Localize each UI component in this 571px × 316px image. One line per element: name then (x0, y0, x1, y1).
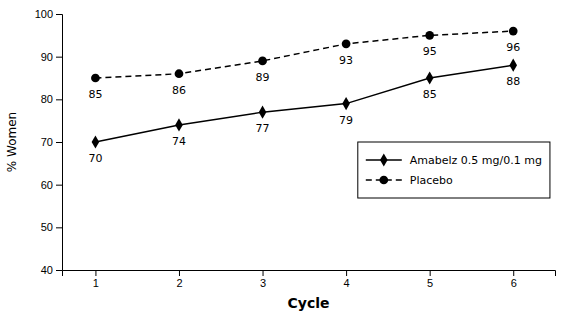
legend-label: Amabelz 0.5 mg/0.1 mg (410, 154, 542, 167)
y-tick-label: 40 (41, 264, 53, 276)
point (425, 31, 434, 40)
x-axis-title: Cycle (288, 295, 330, 311)
point (342, 39, 351, 48)
y-tick-label: 80 (41, 93, 53, 105)
legend: Amabelz 0.5 mg/0.1 mg Placebo (358, 142, 550, 198)
y-tick-mark (56, 14, 62, 15)
y-tick-mark (56, 185, 62, 186)
data-label: 88 (506, 75, 520, 88)
y-tick-mark (56, 270, 62, 271)
data-label: 70 (88, 152, 102, 165)
point (259, 106, 267, 119)
legend-swatch-marker (380, 153, 388, 166)
marks (91, 27, 518, 149)
y-tick: 70 (41, 136, 62, 148)
point (91, 74, 100, 83)
y-tick-mark (56, 227, 62, 228)
y-tick: 100 (35, 8, 62, 20)
x-tick-label: 5 (427, 277, 433, 289)
y-tick-mark (56, 142, 62, 143)
data-label: 86 (172, 84, 186, 97)
y-axis-line (56, 15, 63, 271)
chart: 1 2 3 4 5 6 40 50 60 70 80 90 100 70 74 77 79 85 88 85 86 89 9… (0, 0, 571, 316)
x-tick-mark (346, 270, 347, 276)
data-label: 93 (339, 54, 353, 67)
y-tick-mark (56, 99, 62, 100)
legend-box (358, 142, 550, 198)
x-axis: 1 2 3 4 5 6 (63, 270, 556, 289)
x-tick-label: 2 (176, 277, 182, 289)
x-tick: 4 (344, 270, 350, 289)
data-label: 95 (423, 45, 437, 58)
x-tick-mark (95, 270, 96, 276)
series-line (95, 31, 513, 78)
y-axis-title: % Women (5, 112, 19, 172)
x-tick-mark (513, 270, 514, 276)
y-tick: 60 (41, 179, 62, 191)
x-tick-label: 3 (260, 277, 266, 289)
data-label: 85 (88, 88, 102, 101)
y-tick: 90 (41, 51, 62, 63)
x-tick-mark (179, 270, 180, 276)
point (509, 59, 517, 72)
point (175, 69, 184, 78)
point (509, 27, 518, 36)
x-tick-mark (430, 270, 431, 276)
y-tick-label: 70 (41, 136, 53, 148)
y-tick-mark (56, 57, 62, 58)
y-tick: 50 (41, 221, 62, 233)
legend-item: Amabelz 0.5 mg/0.1 mg (366, 153, 542, 166)
data-label: 79 (339, 114, 353, 127)
y-axis: 40 50 60 70 80 90 100 (35, 8, 63, 276)
legend-swatch-marker (379, 176, 388, 185)
y-tick-label: 100 (35, 8, 53, 20)
x-tick-label: 1 (93, 277, 99, 289)
x-tick: 6 (511, 270, 517, 289)
x-tick: 2 (176, 270, 182, 289)
y-tick-label: 50 (41, 221, 53, 233)
x-tick: 1 (93, 270, 99, 289)
legend-item: Placebo (366, 174, 453, 187)
point (92, 135, 100, 148)
data-label: 89 (256, 71, 270, 84)
legend-label: Placebo (410, 174, 453, 187)
x-tick: 3 (260, 270, 266, 289)
series-line (95, 65, 513, 142)
plot-area: 1 2 3 4 5 6 40 50 60 70 80 90 100 70 74 77 79 85 88 85 86 89 9… (35, 8, 556, 289)
x-tick-label: 6 (511, 277, 517, 289)
y-tick-label: 90 (41, 51, 53, 63)
y-tick: 40 (41, 264, 62, 276)
point (175, 118, 183, 131)
point (258, 57, 267, 66)
x-tick-label: 4 (344, 277, 350, 289)
x-tick: 5 (427, 270, 433, 289)
data-label: 77 (256, 122, 270, 135)
point (342, 97, 350, 110)
data-label: 85 (423, 88, 437, 101)
y-tick-label: 60 (41, 179, 53, 191)
data-label: 74 (172, 135, 186, 148)
data-label: 96 (506, 41, 520, 54)
y-tick: 80 (41, 93, 62, 105)
x-axis-line (63, 271, 556, 277)
x-tick-mark (263, 270, 264, 276)
point (426, 71, 434, 84)
